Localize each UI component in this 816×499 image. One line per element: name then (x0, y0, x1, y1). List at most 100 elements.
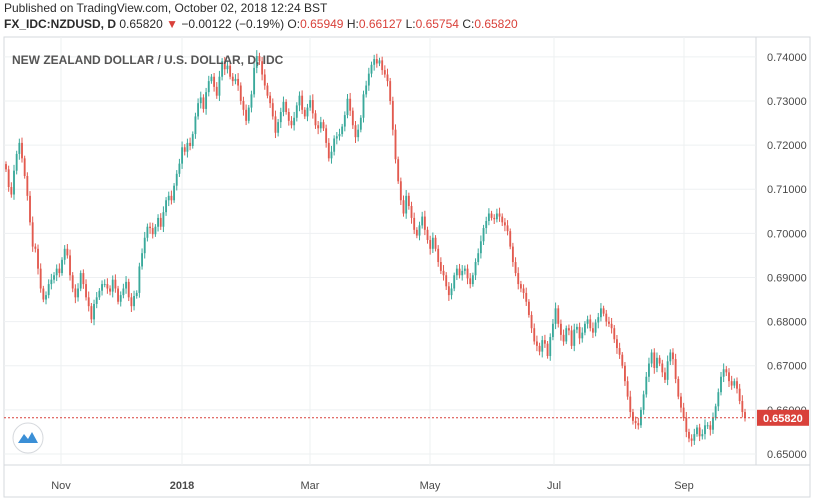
candle-body (442, 270, 445, 276)
candle-body (407, 195, 410, 206)
candle-body (461, 270, 464, 276)
candle-body (509, 231, 512, 247)
y-tick-label: 0.73000 (767, 96, 807, 108)
candle-body (119, 295, 122, 302)
candle-body (311, 100, 314, 114)
candle-body (578, 326, 581, 339)
candle-body (322, 122, 325, 129)
candle-body (383, 70, 386, 75)
candle-body (77, 288, 79, 298)
candle-body (586, 319, 589, 324)
candle-body (688, 431, 690, 439)
candle-body (527, 301, 530, 315)
y-tick-label: 0.72000 (767, 140, 807, 152)
candle-body (29, 195, 31, 223)
candle-body (405, 195, 408, 214)
candle-body (717, 392, 720, 407)
candle-body (55, 268, 58, 276)
candle-body (365, 85, 368, 95)
candle-body (34, 246, 37, 249)
candle-body (439, 262, 442, 271)
candle-body (493, 217, 496, 220)
y-tick-label: 0.69000 (767, 272, 807, 284)
candle-body (21, 142, 23, 159)
candle-body (181, 147, 184, 164)
candle-body (562, 334, 565, 342)
candle-body (477, 253, 480, 263)
candle-body (335, 136, 338, 139)
candle-body (453, 275, 456, 289)
candle-body (378, 60, 381, 64)
candle-body (341, 126, 344, 135)
candle-body (247, 107, 250, 121)
candle-body (197, 103, 200, 117)
last-price-badge (757, 409, 809, 426)
candle-body (285, 101, 288, 113)
candle-body (346, 98, 349, 116)
candle-body (373, 59, 376, 65)
candle-body (250, 94, 253, 108)
candle-body (445, 275, 448, 287)
candle-body (39, 268, 42, 289)
candle-body (418, 225, 421, 236)
high-value: 0.66127 (358, 17, 403, 31)
candle-body (101, 284, 103, 291)
candle-body (741, 401, 744, 413)
candle-body (253, 67, 256, 95)
candle-body (447, 286, 450, 296)
candle-body (704, 425, 706, 435)
candle-body (381, 60, 384, 71)
candle-body (93, 303, 95, 320)
candle-body (207, 81, 210, 93)
candle-body (231, 76, 234, 82)
candle-body (146, 226, 149, 238)
candle-body (183, 147, 186, 152)
candle-body (354, 125, 357, 138)
candle-body (517, 273, 520, 285)
candle-body (90, 306, 93, 320)
candle-body (546, 343, 549, 357)
candle-body (117, 288, 119, 302)
candle-body (565, 328, 568, 342)
candle-body (669, 352, 672, 362)
candle-body (712, 417, 714, 430)
candle-body (154, 226, 157, 235)
candle-body (680, 396, 682, 408)
candle-body (696, 427, 698, 435)
candle-body (693, 434, 696, 441)
candle-body (325, 128, 328, 143)
x-tick-label: 2018 (170, 480, 194, 492)
candle-body (501, 216, 504, 223)
candle-body (298, 95, 301, 106)
candle-body (18, 142, 21, 154)
candle-body (215, 86, 218, 96)
candle-body (47, 284, 50, 296)
candle-body (706, 425, 709, 427)
open-value: 0.65949 (300, 17, 344, 31)
candle-body (31, 222, 34, 247)
candle-body (664, 372, 666, 380)
candle-body (143, 237, 146, 254)
candle-body (194, 116, 197, 135)
candle-body (594, 322, 597, 333)
candle-body (616, 339, 618, 349)
candle-body (79, 273, 82, 289)
candle-body (725, 369, 728, 373)
candle-body (266, 85, 269, 96)
candle-body (301, 95, 304, 110)
candle-body (255, 55, 258, 68)
candle-body (199, 97, 202, 104)
low-value: 0.65754 (415, 17, 459, 31)
candle-body (82, 273, 85, 285)
candle-body (674, 359, 677, 379)
candle-body (327, 142, 330, 159)
candle-body (429, 239, 432, 249)
candle-body (685, 417, 688, 432)
candle-body (95, 297, 98, 304)
candle-body (178, 163, 181, 174)
candle-body (605, 313, 608, 322)
candle-body (151, 228, 154, 235)
candle-body (629, 396, 632, 413)
tradingview-cloud-icon[interactable] (12, 422, 44, 454)
